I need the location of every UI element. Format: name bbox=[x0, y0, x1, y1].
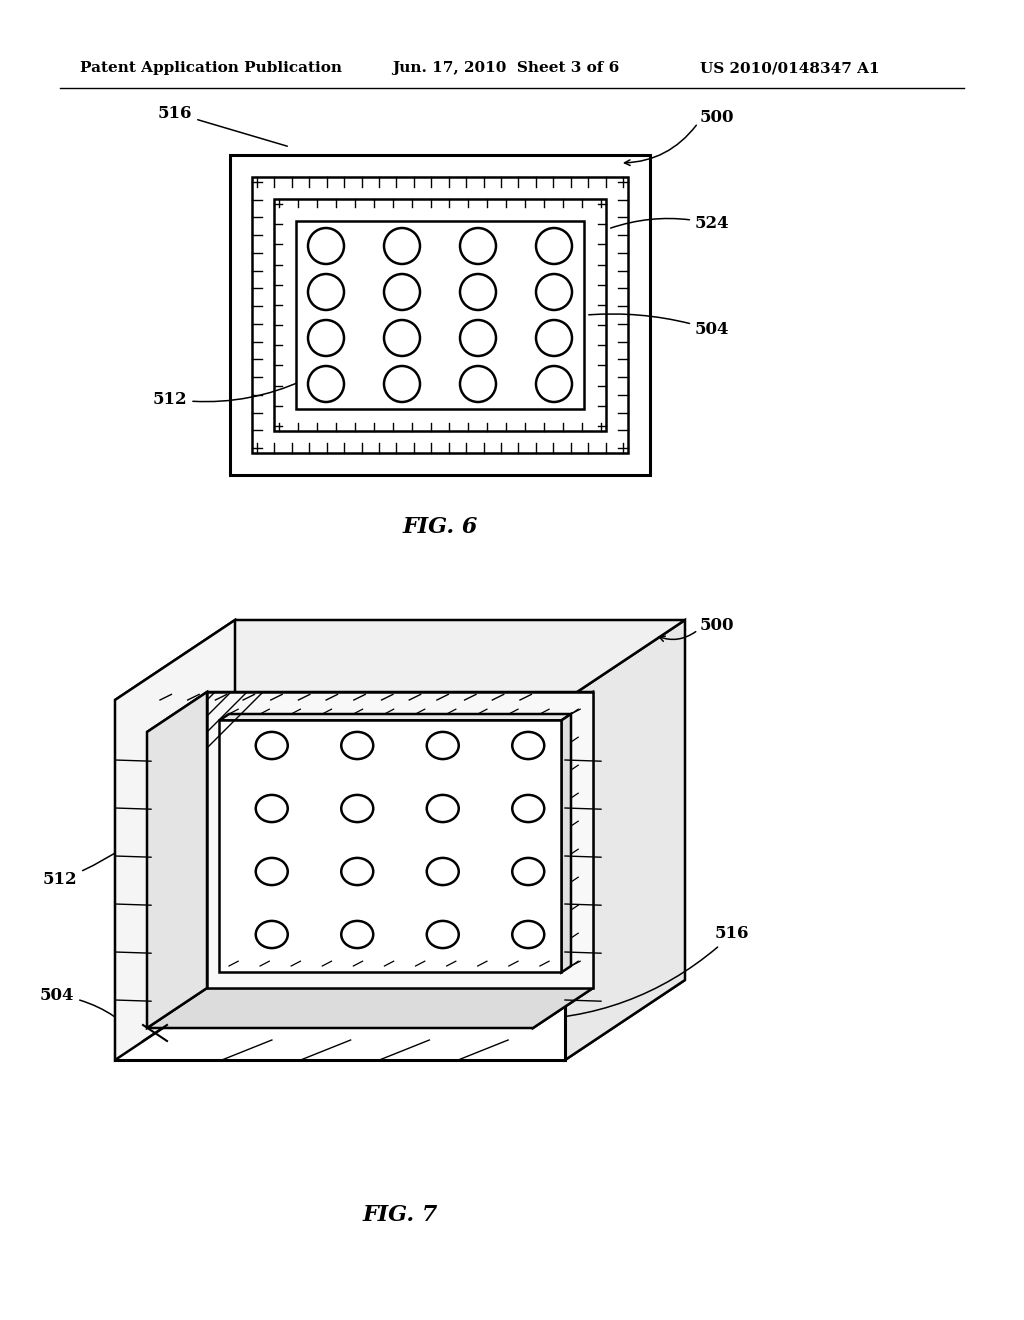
Text: 504: 504 bbox=[589, 314, 729, 338]
Polygon shape bbox=[115, 700, 565, 1060]
Ellipse shape bbox=[427, 731, 459, 759]
Ellipse shape bbox=[536, 319, 572, 356]
Polygon shape bbox=[207, 692, 593, 987]
Ellipse shape bbox=[512, 795, 544, 822]
Ellipse shape bbox=[341, 858, 374, 886]
Ellipse shape bbox=[512, 731, 544, 759]
Text: 504: 504 bbox=[40, 987, 143, 1043]
Ellipse shape bbox=[427, 795, 459, 822]
Polygon shape bbox=[115, 620, 234, 1060]
Ellipse shape bbox=[512, 921, 544, 948]
Text: 512: 512 bbox=[153, 380, 303, 408]
Polygon shape bbox=[147, 987, 593, 1028]
Polygon shape bbox=[115, 620, 685, 700]
Text: 516: 516 bbox=[158, 104, 288, 147]
Polygon shape bbox=[561, 714, 571, 973]
Ellipse shape bbox=[460, 366, 496, 403]
Ellipse shape bbox=[341, 921, 374, 948]
Ellipse shape bbox=[384, 319, 420, 356]
Text: Jun. 17, 2010  Sheet 3 of 6: Jun. 17, 2010 Sheet 3 of 6 bbox=[392, 61, 620, 75]
Ellipse shape bbox=[341, 795, 374, 822]
Text: 500: 500 bbox=[700, 616, 734, 634]
Polygon shape bbox=[565, 620, 685, 1060]
Bar bbox=[296, 220, 584, 409]
Ellipse shape bbox=[341, 731, 374, 759]
Text: Patent Application Publication: Patent Application Publication bbox=[80, 61, 342, 75]
Ellipse shape bbox=[308, 275, 344, 310]
Bar bbox=[252, 177, 628, 453]
Text: 524: 524 bbox=[610, 215, 730, 232]
Text: 512: 512 bbox=[43, 743, 213, 888]
Bar bbox=[230, 154, 650, 475]
Ellipse shape bbox=[536, 366, 572, 403]
Ellipse shape bbox=[256, 795, 288, 822]
Polygon shape bbox=[219, 714, 571, 721]
Ellipse shape bbox=[308, 319, 344, 356]
Ellipse shape bbox=[512, 858, 544, 886]
Ellipse shape bbox=[256, 921, 288, 948]
Ellipse shape bbox=[384, 228, 420, 264]
Polygon shape bbox=[534, 692, 593, 1028]
Ellipse shape bbox=[460, 319, 496, 356]
Polygon shape bbox=[147, 692, 207, 1028]
Ellipse shape bbox=[256, 731, 288, 759]
Polygon shape bbox=[219, 721, 561, 973]
Ellipse shape bbox=[460, 228, 496, 264]
Ellipse shape bbox=[384, 275, 420, 310]
Ellipse shape bbox=[536, 228, 572, 264]
Polygon shape bbox=[115, 979, 685, 1060]
Ellipse shape bbox=[308, 228, 344, 264]
Ellipse shape bbox=[256, 858, 288, 886]
Text: 516: 516 bbox=[518, 925, 750, 1020]
Ellipse shape bbox=[460, 275, 496, 310]
Ellipse shape bbox=[384, 366, 420, 403]
Polygon shape bbox=[147, 692, 593, 733]
Bar bbox=[274, 199, 606, 432]
Ellipse shape bbox=[536, 275, 572, 310]
Text: 500: 500 bbox=[700, 108, 734, 125]
Text: FIG. 7: FIG. 7 bbox=[362, 1204, 437, 1226]
Ellipse shape bbox=[427, 921, 459, 948]
Text: FIG. 6: FIG. 6 bbox=[402, 516, 477, 539]
Text: US 2010/0148347 A1: US 2010/0148347 A1 bbox=[700, 61, 880, 75]
Ellipse shape bbox=[427, 858, 459, 886]
Ellipse shape bbox=[308, 366, 344, 403]
